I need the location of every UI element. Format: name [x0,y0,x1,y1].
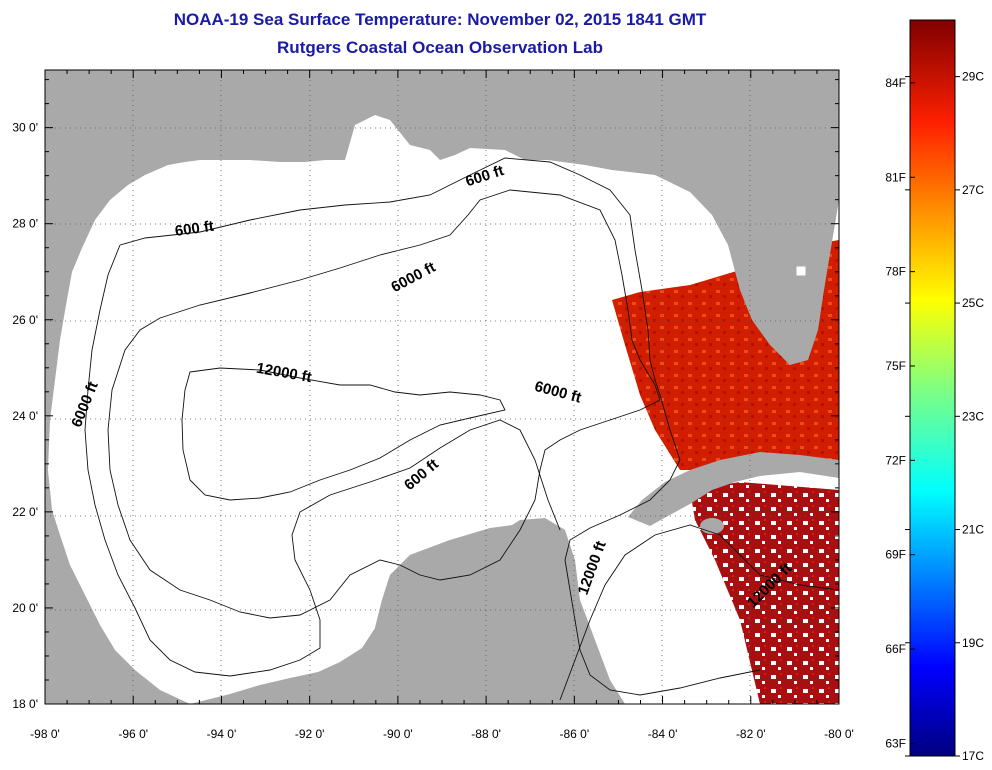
cuba-land [628,452,839,526]
fahrenheit-label: 78F [885,265,906,279]
yucatan-land [375,518,625,704]
lon-tick-label: -98 0' [30,727,60,741]
lat-tick-label: 30 0' [12,121,38,135]
colorbar-gradient [909,19,956,757]
fahrenheit-label: 84F [885,76,906,90]
celsius-label: 29C [962,70,984,84]
us-coast-land [45,70,839,704]
map-subtitle: Rutgers Coastal Ocean Observation Lab [277,38,603,57]
coordinate-grid [45,70,839,704]
lat-tick-label: 28 0' [12,217,38,231]
sst-swath-caribbean [690,482,839,704]
lat-tick-label: 20 0' [12,601,38,615]
lon-tick-label: -90 0' [383,727,413,741]
contour-6000ft [107,189,661,619]
lat-tick-label: 22 0' [12,505,38,519]
map-title: NOAA-19 Sea Surface Temperature: Novembe… [173,10,707,29]
fahrenheit-label: 63F [885,736,906,750]
contour-600ft-west [84,244,561,677]
fahrenheit-label: 75F [885,359,906,373]
celsius-label: 23C [962,409,984,423]
fahrenheit-label: 69F [885,548,906,562]
lake-okeechobee [793,263,809,279]
fahrenheit-label: 81F [885,170,906,184]
axis-ticks [44,70,840,705]
lon-tick-label: -84 0' [648,727,678,741]
celsius-label: 27C [962,183,984,197]
contour-label: 600 ft [174,218,215,240]
lon-tick-label: -80 0' [824,727,854,741]
lon-tick-label: -86 0' [560,727,590,741]
lon-tick-label: -92 0' [295,727,325,741]
lon-tick-label: -88 0' [471,727,501,741]
lat-tick-label: 24 0' [12,409,38,423]
celsius-label: 19C [962,636,984,650]
lat-tick-label: 18 0' [12,697,38,711]
fahrenheit-label: 72F [885,453,906,467]
celsius-label: 25C [962,296,984,310]
contour-12000ft [181,367,506,501]
lat-tick-label: 26 0' [12,313,38,327]
celsius-label: 17C [962,749,984,763]
celsius-label: 21C [962,523,984,537]
lon-tick-label: -82 0' [736,727,766,741]
contour-12000ft-east [559,524,839,701]
lon-tick-label: -96 0' [118,727,148,741]
fahrenheit-label: 66F [885,642,906,656]
contour-600ft [119,157,761,696]
lon-tick-label: -94 0' [207,727,237,741]
